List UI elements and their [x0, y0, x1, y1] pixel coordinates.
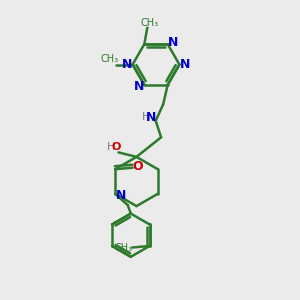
- Text: N: N: [168, 36, 178, 49]
- Text: N: N: [180, 58, 190, 71]
- Text: CH₃: CH₃: [141, 18, 159, 28]
- Text: N: N: [146, 111, 156, 124]
- Text: N: N: [134, 80, 144, 93]
- Text: CH₃: CH₃: [100, 54, 118, 64]
- Text: O: O: [111, 142, 121, 152]
- Text: H: H: [107, 142, 115, 152]
- Text: N: N: [116, 189, 126, 202]
- Text: CH₃: CH₃: [114, 243, 132, 254]
- Text: H: H: [142, 112, 150, 122]
- Text: O: O: [133, 160, 143, 173]
- Text: N: N: [122, 58, 132, 71]
